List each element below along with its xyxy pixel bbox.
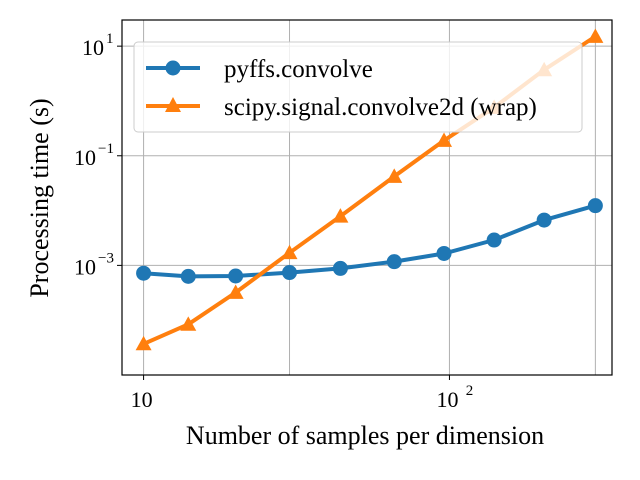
y-tick-label: 10 bbox=[74, 145, 96, 170]
y-axis-label: Processing time (s) bbox=[25, 98, 54, 297]
series-0 bbox=[136, 198, 603, 284]
x-tick-label-exponent: 2 bbox=[466, 383, 474, 399]
data-point bbox=[587, 198, 603, 214]
data-point bbox=[436, 245, 452, 261]
x-axis-label: Number of samples per dimension bbox=[186, 421, 544, 450]
data-point bbox=[386, 168, 403, 183]
data-point bbox=[136, 265, 152, 281]
data-point bbox=[332, 260, 348, 276]
data-point bbox=[281, 244, 298, 260]
data-point bbox=[227, 284, 244, 299]
legend-entry-pyffs: pyffs.convolve bbox=[146, 56, 373, 83]
data-point bbox=[228, 268, 244, 284]
data-point bbox=[180, 316, 197, 331]
data-point bbox=[536, 212, 552, 228]
y-tick-label-exponent: −1 bbox=[98, 141, 114, 157]
series-line bbox=[143, 203, 596, 279]
legend-entry-scipy: scipy.signal.convolve2d (wrap) bbox=[146, 94, 537, 121]
data-point bbox=[282, 265, 298, 281]
data-point bbox=[386, 254, 402, 270]
legend-marker-triangle-icon bbox=[165, 97, 181, 112]
y-tick-label: 10 bbox=[82, 35, 104, 60]
legend-label-scipy: scipy.signal.convolve2d (wrap) bbox=[224, 94, 537, 121]
tick-labels: 10 10 210 −310 −110 1 bbox=[74, 31, 473, 412]
data-point bbox=[332, 208, 349, 223]
data-point bbox=[587, 28, 604, 43]
x-tick-label: 10 bbox=[131, 387, 153, 412]
x-tick-label: 10 bbox=[436, 387, 458, 412]
legend-label-pyffs: pyffs.convolve bbox=[224, 56, 373, 83]
legend-marker-circle-icon bbox=[165, 60, 181, 76]
data-point bbox=[135, 335, 152, 351]
y-tick-label-exponent: 1 bbox=[106, 31, 114, 47]
y-tick-label: 10 bbox=[74, 254, 96, 279]
data-point bbox=[436, 132, 453, 147]
data-point bbox=[180, 268, 196, 284]
data-point bbox=[486, 232, 502, 248]
legend: pyffs.convolve scipy.signal.convolve2d (… bbox=[133, 41, 583, 133]
axes-frame bbox=[121, 19, 613, 376]
legend-box bbox=[133, 41, 583, 133]
y-tick-label-exponent: −3 bbox=[98, 250, 114, 266]
